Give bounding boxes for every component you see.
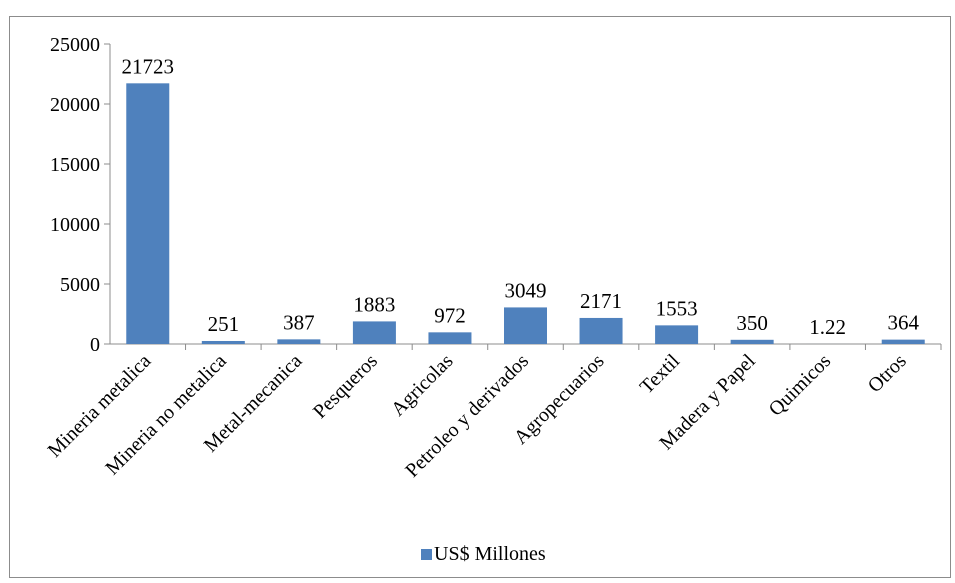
y-tick-label: 20000 xyxy=(50,94,100,116)
bar xyxy=(201,340,245,344)
x-tick-label: Otros xyxy=(864,350,911,397)
data-label: 21723 xyxy=(122,54,175,78)
x-tick-label: Pesqueros xyxy=(309,350,382,423)
data-labels: 21723 251 387 1883 972 3049 2171 1553 350 1.22 364 xyxy=(122,54,920,339)
bar xyxy=(881,339,925,344)
data-label: 350 xyxy=(736,311,768,335)
y-tick-label: 25000 xyxy=(50,34,100,56)
bar xyxy=(579,317,623,344)
y-tick-label: 5000 xyxy=(60,274,100,296)
bar xyxy=(277,339,321,344)
bar xyxy=(655,325,699,344)
bar xyxy=(428,332,472,344)
x-tick-label: Quimicos xyxy=(765,350,836,421)
bars xyxy=(126,83,925,344)
data-label: 251 xyxy=(208,312,240,336)
data-label: 2171 xyxy=(580,289,622,313)
data-label: 1883 xyxy=(353,292,395,316)
bar xyxy=(352,321,396,344)
y-tick-label: 0 xyxy=(90,334,100,356)
legend: US$ Millones xyxy=(421,543,546,565)
y-tick-label: 10000 xyxy=(50,214,100,236)
data-label: 1.22 xyxy=(809,315,846,339)
bar xyxy=(126,83,170,344)
data-label: 972 xyxy=(434,303,466,327)
x-tick-label: Textil xyxy=(636,350,685,399)
bar xyxy=(730,339,774,344)
x-tick-label: Agricolas xyxy=(387,350,458,421)
bar xyxy=(504,307,547,344)
data-label: 364 xyxy=(887,311,919,335)
legend-swatch xyxy=(421,549,432,560)
y-tick-label: 15000 xyxy=(50,154,100,176)
data-label: 1553 xyxy=(656,296,698,320)
legend-label: US$ Millones xyxy=(434,543,546,565)
data-label: 387 xyxy=(283,310,315,334)
data-label: 3049 xyxy=(505,278,547,302)
y-ticks: 0 5000 10000 15000 20000 25000 xyxy=(50,34,110,356)
